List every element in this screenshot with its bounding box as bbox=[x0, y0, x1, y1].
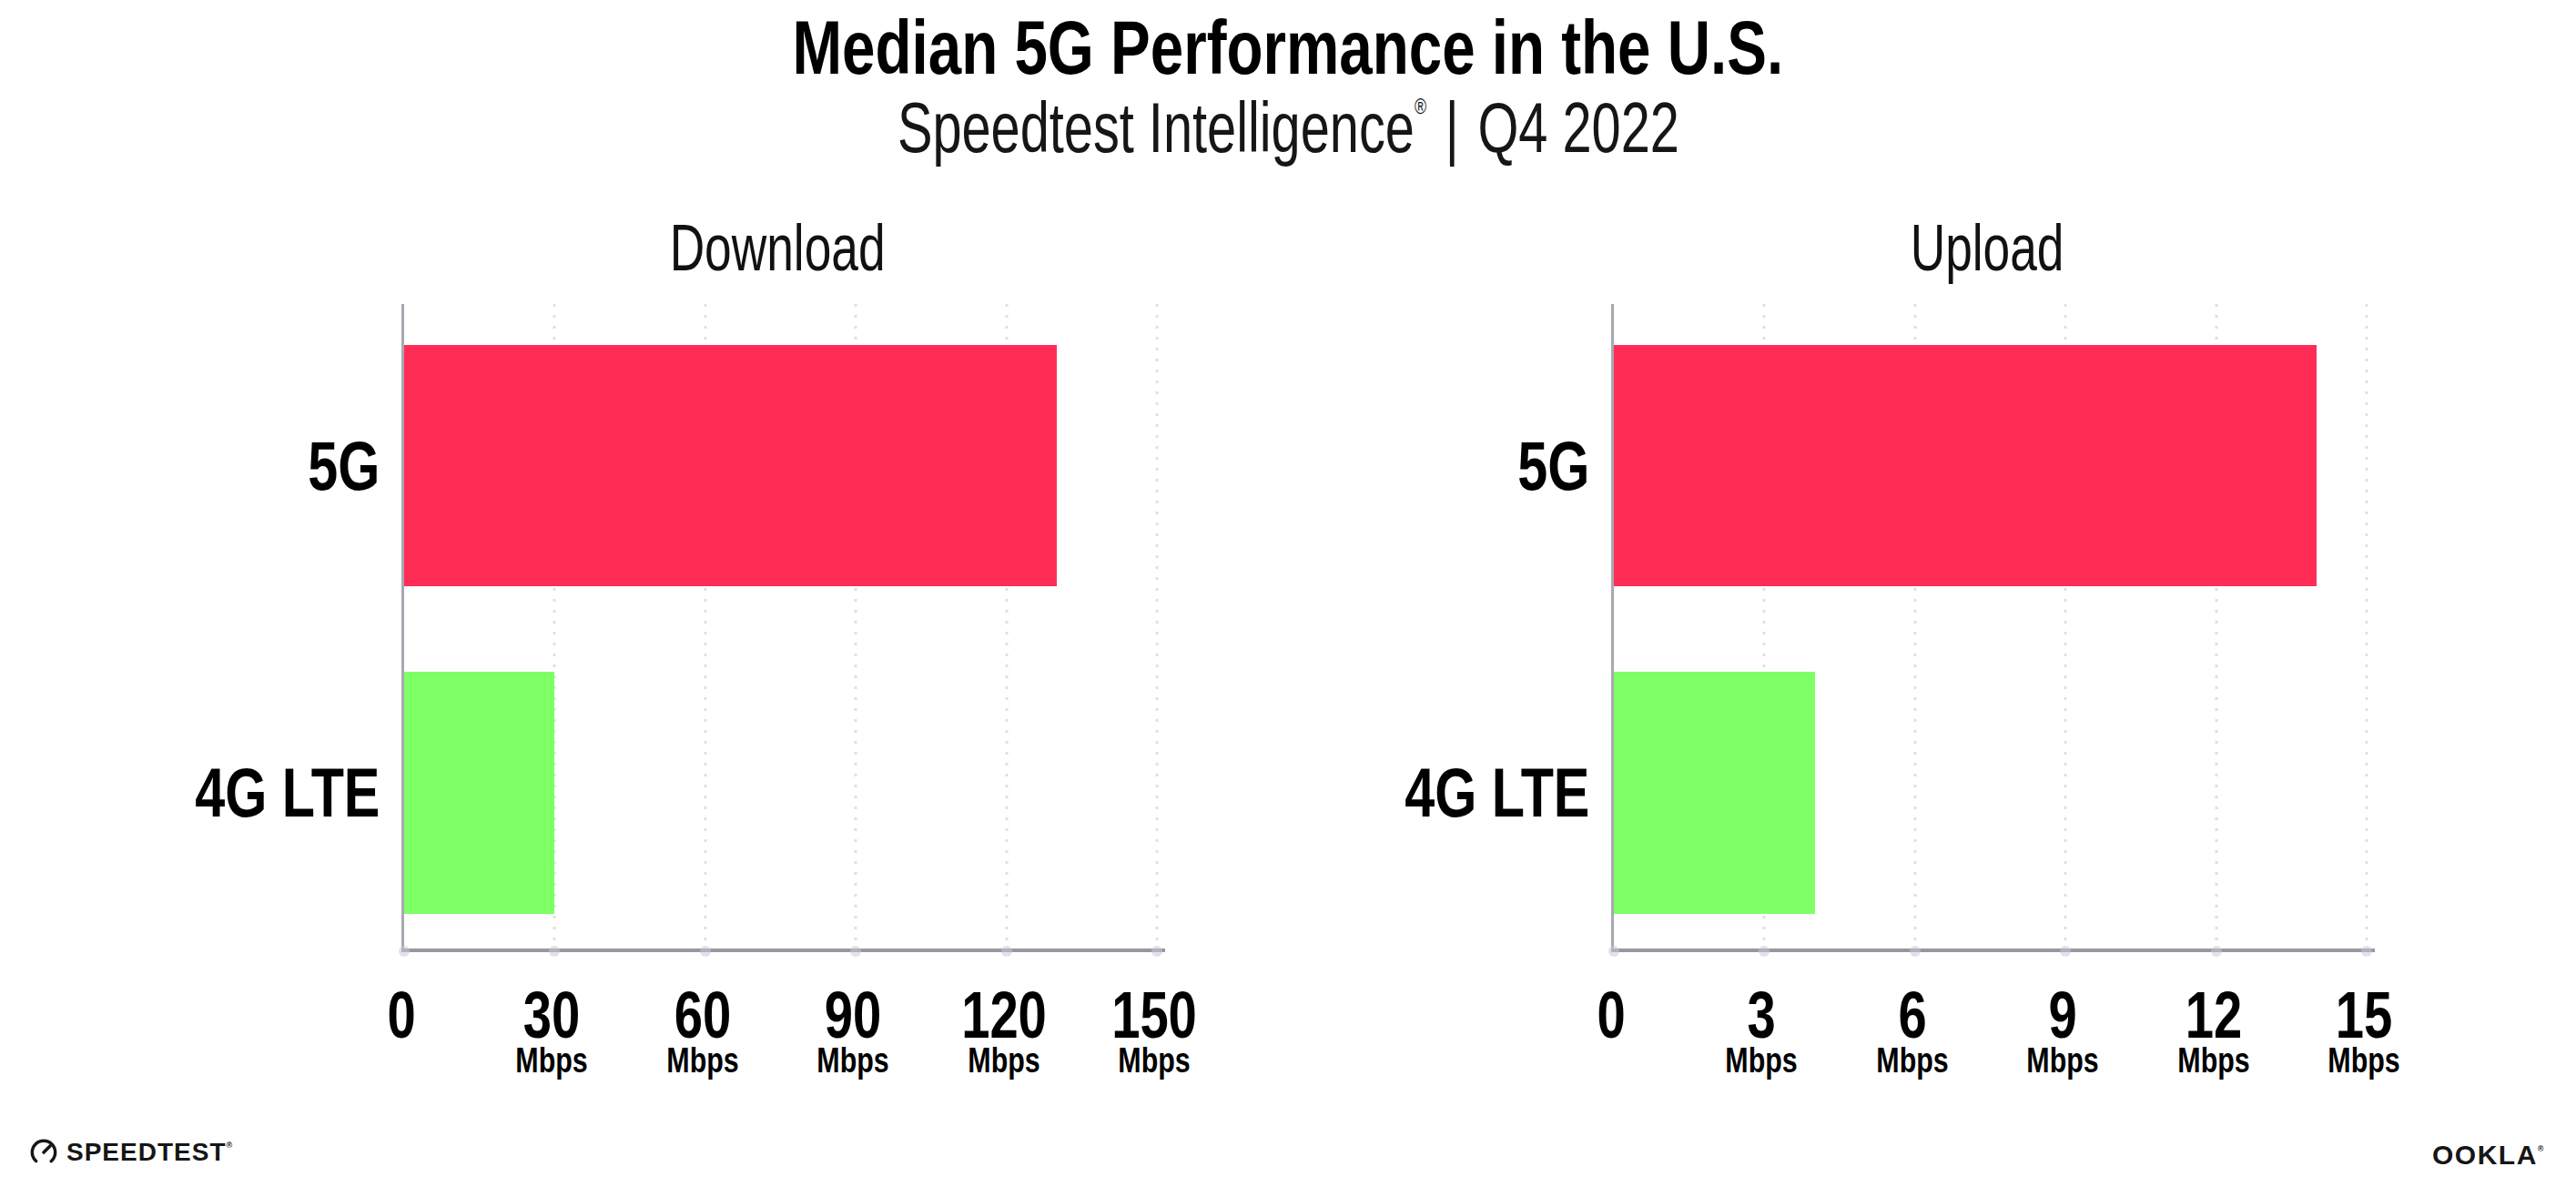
x-tick-unit-text: Mbps bbox=[968, 1043, 1040, 1078]
x-tick-unit: Mbps bbox=[808, 1043, 898, 1078]
x-tick-label: 60 bbox=[666, 982, 739, 1048]
axis-tick-dot bbox=[1001, 946, 1012, 957]
x-tick-label: 15 bbox=[2328, 982, 2400, 1048]
speedtest-gauge-icon bbox=[29, 1138, 58, 1167]
axis-tick-dot bbox=[399, 946, 410, 957]
x-tick-unit-text: Mbps bbox=[1118, 1043, 1190, 1078]
x-tick-value: 3 bbox=[1748, 982, 1776, 1048]
subtitle-period: Q4 2022 bbox=[1477, 87, 1678, 167]
x-tick-label: 0 bbox=[383, 982, 420, 1048]
axis-tick-dot bbox=[2211, 946, 2222, 957]
x-tick-value: 60 bbox=[674, 982, 731, 1048]
x-tick-unit: Mbps bbox=[1717, 1043, 1807, 1078]
x-tick-unit: Mbps bbox=[2018, 1043, 2108, 1078]
axis-tick-dot bbox=[1151, 946, 1162, 957]
x-tick-unit: Mbps bbox=[958, 1043, 1049, 1078]
x-tick-unit: Mbps bbox=[1109, 1043, 1199, 1078]
page-subtitle: Speedtest Intelligence®|Q4 2022 bbox=[0, 91, 2576, 166]
x-tick-unit: Mbps bbox=[2318, 1043, 2409, 1078]
x-tick-label: 9 bbox=[2044, 982, 2081, 1048]
download-panel-title: Download bbox=[401, 215, 1154, 280]
x-tick-label: 0 bbox=[1593, 982, 1629, 1048]
registered-trademark-mark: ® bbox=[1415, 94, 1426, 118]
x-tick-label: 120 bbox=[949, 982, 1059, 1048]
category-label-4g-lte: 4G LTE bbox=[1353, 758, 1589, 827]
ookla-wordmark-text: OOKLA bbox=[2432, 1140, 2538, 1170]
x-tick-unit-text: Mbps bbox=[516, 1043, 588, 1078]
page-title: Median 5G Performance in the U.S. bbox=[0, 7, 2576, 87]
category-label-text: 4G LTE bbox=[1405, 758, 1589, 827]
axis-tick-dot bbox=[2361, 946, 2372, 957]
axis-tick-dot bbox=[1608, 946, 1619, 957]
subtitle-brand: Speedtest Intelligence bbox=[898, 87, 1415, 167]
axis-tick-dot bbox=[700, 946, 711, 957]
x-tick-value: 0 bbox=[1597, 982, 1625, 1048]
x-tick-unit: Mbps bbox=[2168, 1043, 2258, 1078]
ookla-logo: OOKLA® bbox=[2432, 1141, 2545, 1169]
bar-5g bbox=[1614, 345, 2317, 587]
ookla-registered-mark: ® bbox=[2538, 1144, 2545, 1153]
x-tick-label: 150 bbox=[1100, 982, 1209, 1048]
category-label-text: 5G bbox=[1517, 431, 1589, 501]
download-panel-title-text: Download bbox=[670, 215, 886, 280]
infographic-canvas: Median 5G Performance in the U.S. Speedt… bbox=[0, 0, 2576, 1197]
axis-tick-dot bbox=[1910, 946, 1921, 957]
x-tick-value: 15 bbox=[2336, 982, 2392, 1048]
x-tick-label: 6 bbox=[1894, 982, 1931, 1048]
x-axis-line bbox=[401, 948, 1165, 952]
x-tick-value: 30 bbox=[523, 982, 580, 1048]
bar-4g-lte bbox=[1614, 672, 1815, 914]
x-tick-unit-text: Mbps bbox=[817, 1043, 889, 1078]
category-label-5g: 5G bbox=[1497, 431, 1589, 501]
x-tick-label: 12 bbox=[2177, 982, 2250, 1048]
x-tick-value: 0 bbox=[387, 982, 415, 1048]
axis-tick-dot bbox=[549, 946, 560, 957]
x-tick-value: 6 bbox=[1898, 982, 1926, 1048]
speedtest-registered-mark: ® bbox=[226, 1141, 233, 1150]
x-axis-line bbox=[1611, 948, 2375, 952]
x-tick-unit-text: Mbps bbox=[1876, 1043, 1948, 1078]
x-tick-label: 30 bbox=[515, 982, 588, 1048]
x-tick-unit: Mbps bbox=[657, 1043, 747, 1078]
bar-4g-lte bbox=[404, 672, 554, 914]
x-tick-unit-text: Mbps bbox=[2328, 1043, 2399, 1078]
x-tick-unit: Mbps bbox=[507, 1043, 597, 1078]
subtitle-separator: | bbox=[1445, 91, 1458, 166]
gridline bbox=[2366, 304, 2368, 950]
bar-5g bbox=[404, 345, 1057, 587]
x-tick-value: 150 bbox=[1111, 982, 1197, 1048]
axis-tick-dot bbox=[2060, 946, 2071, 957]
x-tick-value: 9 bbox=[2049, 982, 2077, 1048]
x-tick-unit-text: Mbps bbox=[1726, 1043, 1798, 1078]
category-label-text: 5G bbox=[308, 431, 380, 501]
x-tick-value: 120 bbox=[961, 982, 1047, 1048]
x-tick-unit-text: Mbps bbox=[2027, 1043, 2099, 1078]
plot-area bbox=[1611, 304, 2367, 950]
upload-chart-panel: Upload 03Mbps6Mbps9Mbps12Mbps15Mbps5G4G … bbox=[1611, 304, 2364, 950]
x-tick-label: 90 bbox=[816, 982, 889, 1048]
gridline bbox=[1156, 304, 1159, 950]
category-label-4g-lte: 4G LTE bbox=[143, 758, 380, 827]
x-tick-unit-text: Mbps bbox=[666, 1043, 738, 1078]
x-tick-unit: Mbps bbox=[1867, 1043, 1957, 1078]
speedtest-wordmark-text: SPEEDTEST bbox=[66, 1138, 226, 1166]
x-tick-value: 90 bbox=[825, 982, 881, 1048]
category-label-5g: 5G bbox=[288, 431, 380, 501]
upload-panel-title-text: Upload bbox=[1911, 215, 2064, 280]
x-tick-value: 12 bbox=[2185, 982, 2241, 1048]
plot-area bbox=[401, 304, 1157, 950]
speedtest-wordmark: SPEEDTEST® bbox=[66, 1140, 233, 1165]
category-label-text: 4G LTE bbox=[195, 758, 380, 827]
axis-tick-dot bbox=[1759, 946, 1770, 957]
upload-panel-title: Upload bbox=[1611, 215, 2364, 280]
download-chart-panel: Download 030Mbps60Mbps90Mbps120Mbps150Mb… bbox=[401, 304, 1154, 950]
page-title-text: Median 5G Performance in the U.S. bbox=[793, 7, 1784, 87]
axis-tick-dot bbox=[850, 946, 861, 957]
speedtest-logo: SPEEDTEST® bbox=[29, 1136, 233, 1169]
x-tick-unit-text: Mbps bbox=[2177, 1043, 2249, 1078]
x-tick-label: 3 bbox=[1743, 982, 1780, 1048]
page-subtitle-text: Speedtest Intelligence®|Q4 2022 bbox=[898, 91, 1679, 166]
